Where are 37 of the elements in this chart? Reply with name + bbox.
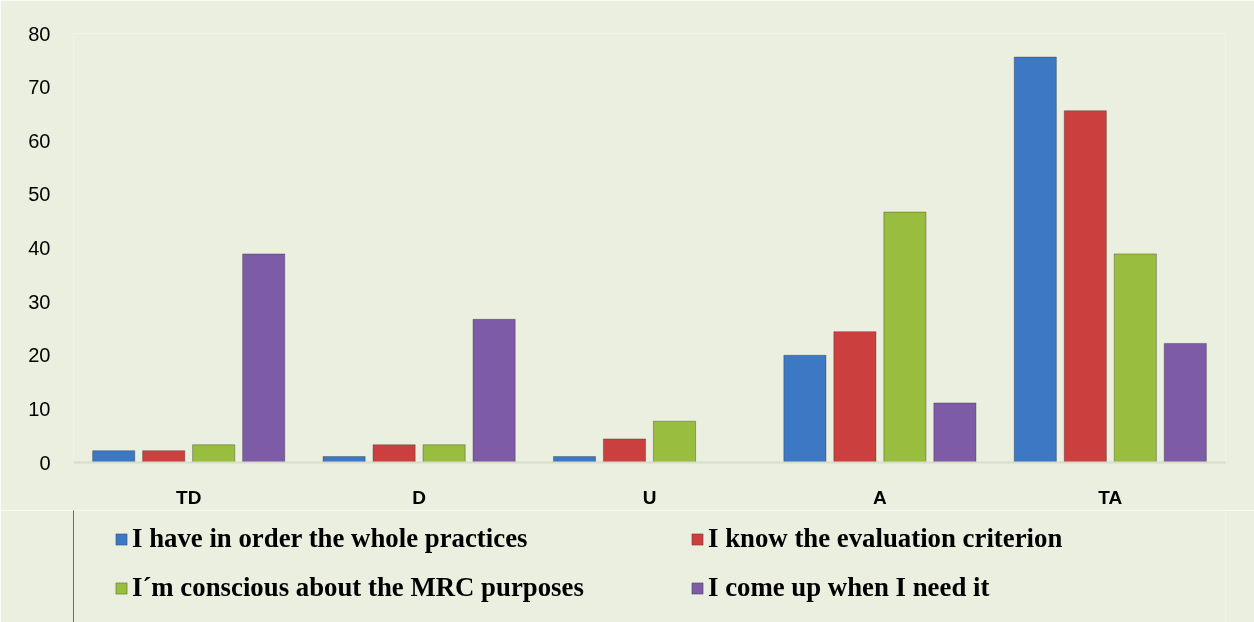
y-tick-label: 20 bbox=[28, 344, 51, 367]
bar bbox=[552, 456, 597, 463]
y-tick-label: 10 bbox=[28, 397, 51, 420]
x-tick-label: U bbox=[642, 486, 657, 508]
legend-label: I come up when I need it bbox=[708, 572, 991, 603]
bar bbox=[833, 331, 877, 463]
y-tick-label: 30 bbox=[28, 290, 51, 313]
x-tick-label: TA bbox=[1098, 486, 1123, 508]
y-tick-label: 60 bbox=[28, 129, 51, 152]
bar bbox=[1013, 56, 1057, 463]
legend-label: I know the evaluation criterion bbox=[708, 523, 1064, 554]
y-tick-label: 40 bbox=[28, 237, 51, 259]
x-tick-label: TD bbox=[176, 486, 202, 508]
bar bbox=[933, 402, 977, 463]
bar bbox=[242, 253, 286, 463]
bar bbox=[92, 450, 136, 463]
y-tick-label: 70 bbox=[28, 76, 51, 99]
y-tick-label: 0 bbox=[39, 451, 51, 474]
bar bbox=[602, 438, 647, 463]
y-tick-label: 50 bbox=[28, 183, 51, 206]
bar bbox=[783, 354, 827, 463]
x-tick-label: A bbox=[873, 486, 888, 508]
bar bbox=[192, 444, 236, 463]
bar bbox=[372, 444, 416, 463]
bar bbox=[472, 318, 516, 463]
bar bbox=[1113, 253, 1157, 463]
x-tick-label: D bbox=[412, 486, 426, 508]
bar bbox=[422, 444, 466, 463]
bar bbox=[322, 456, 366, 463]
y-tick-label: 80 bbox=[28, 22, 51, 45]
bar bbox=[883, 211, 927, 463]
legend-label: I´m conscious about the MRC purposes bbox=[132, 572, 585, 603]
bar bbox=[1063, 110, 1107, 463]
legend-label: I have in order the whole practices bbox=[132, 523, 529, 554]
bar bbox=[1163, 342, 1207, 463]
bar bbox=[652, 420, 697, 463]
bar bbox=[142, 450, 186, 463]
